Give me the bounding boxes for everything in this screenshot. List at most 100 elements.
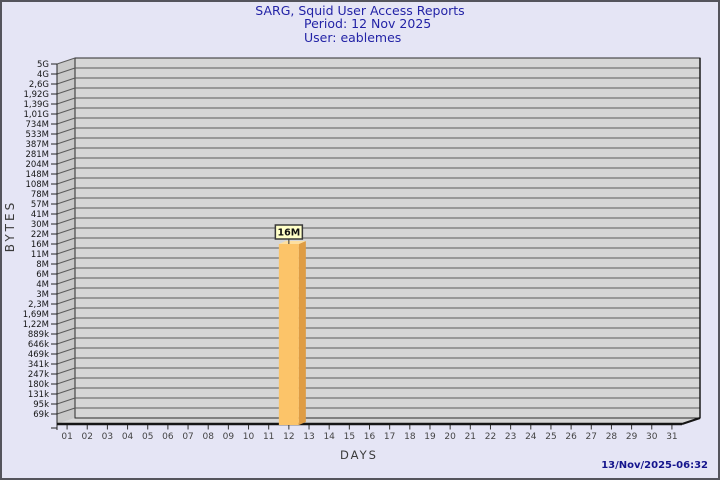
wall-tick-connector — [56, 287, 76, 295]
wall-tick-connector — [56, 257, 76, 265]
x-axis-title: DAYS — [340, 448, 378, 462]
wall-tick-connector — [56, 347, 76, 355]
bar — [278, 244, 299, 425]
y-tick-label: 469k — [28, 350, 49, 360]
wall-tick-connector — [56, 237, 76, 245]
y-tick-label: 1,39G — [23, 100, 49, 110]
x-tick-label: 13 — [303, 432, 314, 442]
x-tick-label: 15 — [344, 432, 355, 442]
y-tick-label: 11M — [31, 250, 49, 260]
x-tick-label: 02 — [82, 432, 93, 442]
x-tick-label: 09 — [223, 432, 235, 442]
y-tick-label: 30M — [31, 220, 49, 230]
y-tick-label: 889k — [28, 330, 49, 340]
x-tick-label: 08 — [202, 432, 214, 442]
x-tick-label: 03 — [102, 432, 113, 442]
x-tick-label: 18 — [404, 432, 416, 442]
wall-tick-connector — [56, 277, 76, 285]
wall-tick-connector — [56, 247, 76, 255]
wall-tick-connector — [56, 147, 76, 155]
wall-tick-connector — [56, 157, 76, 165]
bar-top-face — [278, 241, 306, 244]
x-tick-label: 31 — [666, 432, 677, 442]
wall-tick-connector — [56, 197, 76, 205]
report-title: SARG, Squid User Access Reports — [255, 3, 465, 18]
value-label: 16M — [278, 228, 301, 239]
y-tick-label: 22M — [31, 230, 49, 240]
wall-tick-connector — [56, 77, 76, 85]
wall-tick-connector — [56, 227, 76, 235]
plot-floor — [57, 418, 700, 424]
wall-tick-connector — [56, 217, 76, 225]
x-axis-corner — [681, 417, 701, 425]
wall-tick-connector — [56, 107, 76, 115]
y-tick-label: 204M — [25, 160, 49, 170]
x-tick-label: 05 — [142, 432, 153, 442]
wall-tick-connector — [56, 267, 76, 275]
y-tick-label: 148M — [25, 170, 49, 180]
y-tick-label: 6M — [36, 270, 49, 280]
wall-tick-connector — [56, 167, 76, 175]
y-tick-label: 4G — [37, 70, 49, 80]
wall-tick-connector — [56, 117, 76, 125]
x-tick-label: 21 — [465, 432, 476, 442]
y-tick-label: 1,01G — [23, 110, 49, 120]
y-axis-title: BYTES — [3, 200, 17, 252]
wall-tick-connector — [56, 407, 76, 415]
y-tick-label: 95k — [33, 400, 49, 410]
y-tick-label: 78M — [31, 190, 49, 200]
x-tick-label: 25 — [545, 432, 556, 442]
x-tick-label: 29 — [626, 432, 638, 442]
wall-tick-connector — [56, 377, 76, 385]
x-tick-label: 17 — [384, 432, 395, 442]
x-tick-label: 28 — [606, 432, 618, 442]
y-tick-label: 533M — [25, 130, 49, 140]
report-period: Period: 12 Nov 2025 — [304, 16, 432, 32]
x-tick-label: 12 — [283, 432, 294, 442]
wall-tick-connector — [56, 357, 76, 365]
x-tick-label: 11 — [263, 432, 274, 442]
x-tick-label: 30 — [646, 432, 658, 442]
wall-tick-connector — [56, 367, 76, 375]
y-tick-label: 2,3M — [28, 300, 49, 310]
y-tick-label: 1,69M — [23, 310, 49, 320]
x-tick-label: 22 — [485, 432, 496, 442]
x-tick-label: 04 — [122, 432, 134, 442]
report-timestamp: 13/Nov/2025-06:32 — [601, 460, 708, 471]
x-tick-label: 01 — [61, 432, 72, 442]
y-tick-label: 646k — [28, 340, 49, 350]
x-tick-label: 27 — [586, 432, 597, 442]
wall-tick-connector — [56, 87, 76, 95]
value-label-box — [274, 224, 304, 240]
wall-tick-connector — [56, 187, 76, 195]
y-tick-label: 180k — [28, 380, 49, 390]
wall-tick-connector — [56, 317, 76, 325]
wall-tick-connector — [56, 327, 76, 335]
y-tick-label: 1,92G — [23, 90, 49, 100]
report-header: SARG, Squid User Access Reports Period: … — [2, 3, 718, 45]
x-tick-label: 20 — [444, 432, 456, 442]
y-tick-label: 2,6G — [29, 80, 49, 90]
wall-tick-connector — [56, 387, 76, 395]
wall-tick-connector — [56, 67, 76, 75]
wall-tick-connector — [56, 207, 76, 215]
y-tick-label: 281M — [25, 150, 49, 160]
y-tick-label: 8M — [36, 260, 49, 270]
y-tick-label: 41M — [31, 210, 49, 220]
x-tick-label: 07 — [182, 432, 193, 442]
wall-tick-connector — [56, 307, 76, 315]
wall-tick-connector — [56, 177, 76, 185]
wall-tick-connector — [56, 97, 76, 105]
x-tick-label: 26 — [565, 432, 577, 442]
x-tick-label: 23 — [505, 432, 516, 442]
x-tick-label: 19 — [424, 432, 436, 442]
y-tick-label: 16M — [31, 240, 49, 250]
wall-tick-connector — [56, 397, 76, 405]
wall-tick-connector — [56, 137, 76, 145]
report-user: User: eablemes — [304, 29, 402, 45]
y-tick-label: 69k — [33, 410, 49, 420]
wall-tick-connector — [56, 127, 76, 135]
y-tick-label: 1,22M — [23, 320, 49, 330]
wall-tick-connector — [56, 297, 76, 305]
